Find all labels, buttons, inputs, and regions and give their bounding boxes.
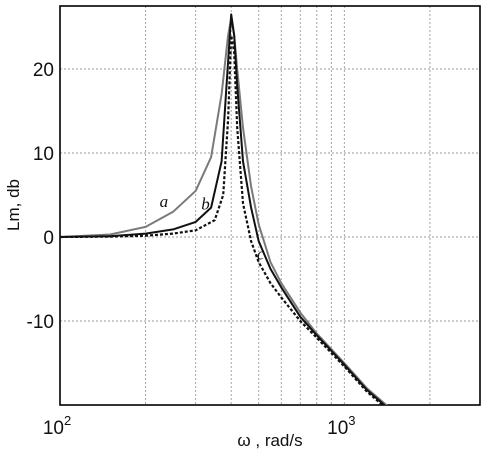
series-line-b [60, 13, 386, 405]
plot-frame [59, 5, 481, 406]
series-line-a [60, 17, 388, 405]
curve-label-c: c [257, 245, 265, 264]
y-axis-label: Lm, db [4, 179, 23, 231]
x-tick-exponent: 2 [64, 413, 71, 428]
x-tick-base: 10 [327, 418, 348, 439]
x-tick-base: 10 [43, 418, 64, 439]
y-tick-label: 10 [33, 144, 54, 165]
curve-annotations: a b c [160, 192, 265, 264]
x-tick-label: 102 [43, 413, 71, 439]
curve-label-b: b [201, 194, 210, 213]
series-line-c [60, 34, 385, 405]
y-tick-label: -10 [27, 312, 54, 333]
grid-lines [60, 6, 480, 405]
curve-label-a: a [160, 192, 169, 211]
x-tick-label: 103 [327, 413, 355, 439]
x-axis-label: ω , rad/s [237, 431, 302, 450]
y-tick-label: 0 [43, 228, 54, 249]
y-tick-label: 20 [33, 60, 54, 81]
x-tick-exponent: 3 [348, 413, 355, 428]
series-lines [60, 13, 388, 405]
